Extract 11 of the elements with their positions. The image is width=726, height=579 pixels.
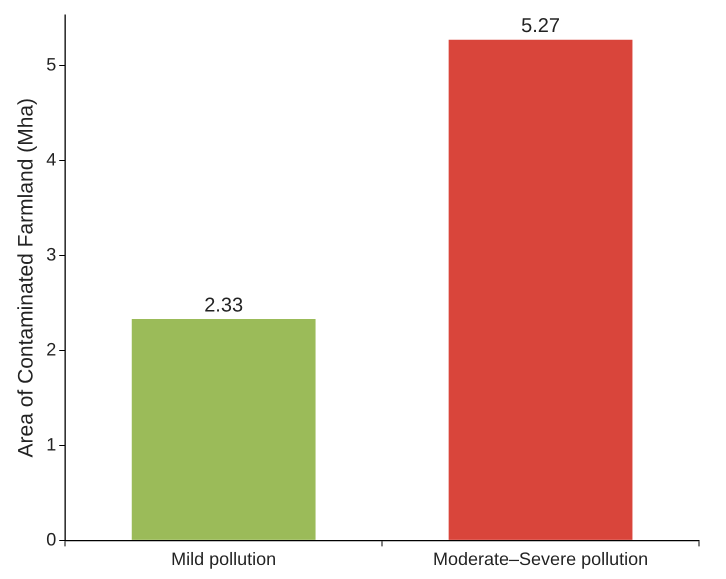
y-tick-label: 2 [46,339,56,360]
y-tick-label: 1 [46,434,56,454]
y-tick-label: 5 [46,54,56,74]
x-tick-label: Mild pollution [171,549,276,570]
y-tick-label: 3 [46,244,56,264]
data-label: 2.33 [204,294,244,317]
x-tick-label: Moderate–Severe pollution [432,549,648,570]
y-tick-label: 0 [46,529,56,550]
data-label: 5.27 [521,15,560,38]
y-tick-label: 4 [46,149,56,170]
y-axis-title: Area of Contaminated Farmland (Mha) [14,98,38,458]
